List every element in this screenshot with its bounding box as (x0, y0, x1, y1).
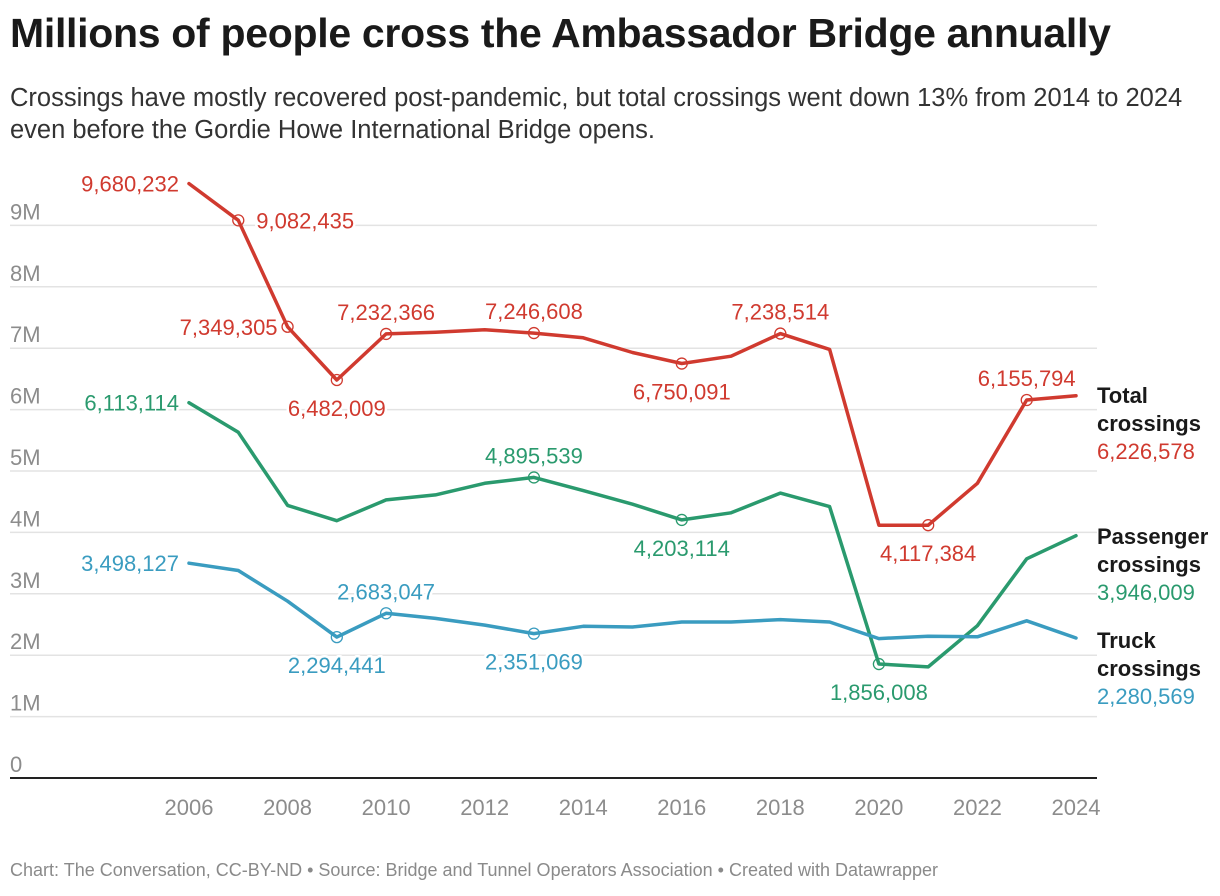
y-axis: 0 1M 2M 3M 4M 5M 6M 7M 8M 9M (10, 199, 41, 777)
data-label-halo: 9,680,232 (81, 172, 179, 197)
data-label-total: 9,680,232 (81, 172, 179, 197)
x-tick-label: 2018 (756, 795, 805, 820)
data-label-halo: 2,294,441 (288, 653, 386, 678)
y-tick-label: 8M (10, 261, 41, 286)
data-label-passenger: 4,203,114 (634, 536, 730, 561)
series-name-passenger: crossings (1097, 552, 1201, 577)
data-label-truck: 2,351,069 (485, 650, 583, 675)
chart-title: Millions of people cross the Ambassador … (10, 10, 1111, 56)
data-label-total: 4,117,384 (880, 541, 976, 566)
data-point-marker (527, 326, 541, 340)
data-label-halo: 7,238,514 (731, 300, 829, 325)
data-label-halo: 4,117,384 (880, 541, 976, 566)
data-label-halo: 9,082,435 (256, 208, 354, 233)
data-label-total: 6,482,009 (288, 396, 386, 421)
data-point-marker (281, 320, 294, 333)
y-tick-label: 3M (10, 568, 41, 593)
data-label-passenger: 1,856,008 (830, 680, 928, 705)
data-label-total: 9,082,435 (256, 208, 354, 233)
data-point-marker (379, 607, 393, 620)
series-name-total: crossings (1097, 411, 1201, 436)
x-tick-label: 2008 (263, 795, 312, 820)
chart-subtitle: Crossings have mostly recovered post-pan… (10, 84, 1183, 144)
data-label-halo: 2,683,047 (337, 579, 435, 604)
data-label-total: 7,232,366 (337, 300, 435, 325)
y-tick-label: 5M (10, 445, 41, 470)
series-line-total (187, 181, 1078, 527)
data-label-halo: 4,895,539 (485, 443, 583, 468)
series-name-passenger: Passenger (1097, 524, 1209, 549)
data-label-total: 6,750,091 (633, 380, 731, 405)
data-point-marker (527, 627, 541, 640)
line-chart: 0 1M 2M 3M 4M 5M 6M 7M 8M 9M 2006 2008 2010 2012 2014… (10, 169, 1209, 820)
x-tick-label: 2006 (165, 795, 214, 820)
x-tick-label: 2020 (854, 795, 903, 820)
data-label-halo: 7,232,366 (337, 300, 435, 325)
series-name-truck: crossings (1097, 656, 1201, 681)
x-tick-label: 2022 (953, 795, 1002, 820)
data-point-marker (1020, 393, 1033, 407)
series-line-truck (187, 561, 1078, 641)
x-tick-label: 2010 (362, 795, 411, 820)
data-label-truck: 2,683,047 (337, 579, 435, 604)
series-name-truck: Truck (1097, 628, 1156, 653)
data-label-total: 6,155,794 (978, 366, 1076, 391)
data-point-marker (330, 373, 343, 387)
series-name-total: Total (1097, 383, 1148, 408)
x-tick-label: 2012 (460, 795, 509, 820)
y-tick-label: 1M (10, 691, 41, 716)
data-point-marker (774, 327, 787, 340)
data-point-marker (675, 513, 688, 527)
x-tick-label: 2016 (657, 795, 706, 820)
data-label-total: 7,349,305 (180, 315, 278, 340)
data-label-truck: 2,294,441 (288, 653, 386, 678)
data-label-halo: 3,498,127 (81, 551, 179, 576)
series-end-labels: Total crossings 6,226,578 Passenger crossing… (1097, 383, 1209, 709)
data-label-halo: 6,113,114 (84, 391, 179, 416)
data-point-marker (330, 630, 343, 644)
y-tick-label: 7M (10, 322, 41, 347)
data-label-halo: 6,482,009 (288, 396, 386, 421)
data-label-halo: 6,155,794 (978, 366, 1076, 391)
chart-footer: Chart: The Conversation, CC-BY-ND • Sour… (10, 860, 939, 880)
data-point-marker (675, 357, 688, 370)
data-label-halo: 7,349,305 (180, 315, 278, 340)
series-last-value-total: 6,226,578 (1097, 439, 1195, 464)
data-point-marker (872, 657, 886, 671)
y-tick-label: 9M (10, 199, 41, 224)
y-tick-label: 2M (10, 629, 41, 654)
data-label-passenger: 4,895,539 (485, 443, 583, 468)
gridlines (10, 224, 1097, 718)
x-tick-label: 2024 (1052, 795, 1101, 820)
data-label-passenger: 6,113,114 (84, 391, 179, 416)
data-point-marker (527, 471, 541, 484)
data-label-total: 7,238,514 (731, 300, 829, 325)
data-point-marker (922, 519, 935, 532)
data-label-halo: 2,351,069 (485, 650, 583, 675)
y-tick-label: 0 (10, 752, 22, 777)
data-labels: 9,680,2329,680,2329,082,4359,082,4357,34… (79, 169, 1079, 707)
y-tick-label: 6M (10, 384, 41, 409)
data-label-halo: 4,203,114 (634, 536, 730, 561)
data-label-halo: 1,856,008 (830, 680, 928, 705)
x-tick-label: 2014 (559, 795, 608, 820)
data-point-marker (379, 327, 393, 341)
series-line-passenger (187, 400, 1078, 669)
data-label-halo: 7,246,608 (485, 299, 583, 324)
data-label-truck: 3,498,127 (81, 551, 179, 576)
series-lines (187, 181, 1078, 669)
data-point-marker (232, 214, 245, 227)
data-label-halo: 6,750,091 (633, 380, 731, 405)
series-last-value-truck: 2,280,569 (1097, 684, 1195, 709)
data-label-total: 7,246,608 (485, 299, 583, 324)
y-tick-label: 4M (10, 506, 41, 531)
x-axis: 2006 2008 2010 2012 2014 2016 2018 2020 2022 2024 (10, 777, 1101, 820)
series-last-value-passenger: 3,946,009 (1097, 580, 1195, 605)
